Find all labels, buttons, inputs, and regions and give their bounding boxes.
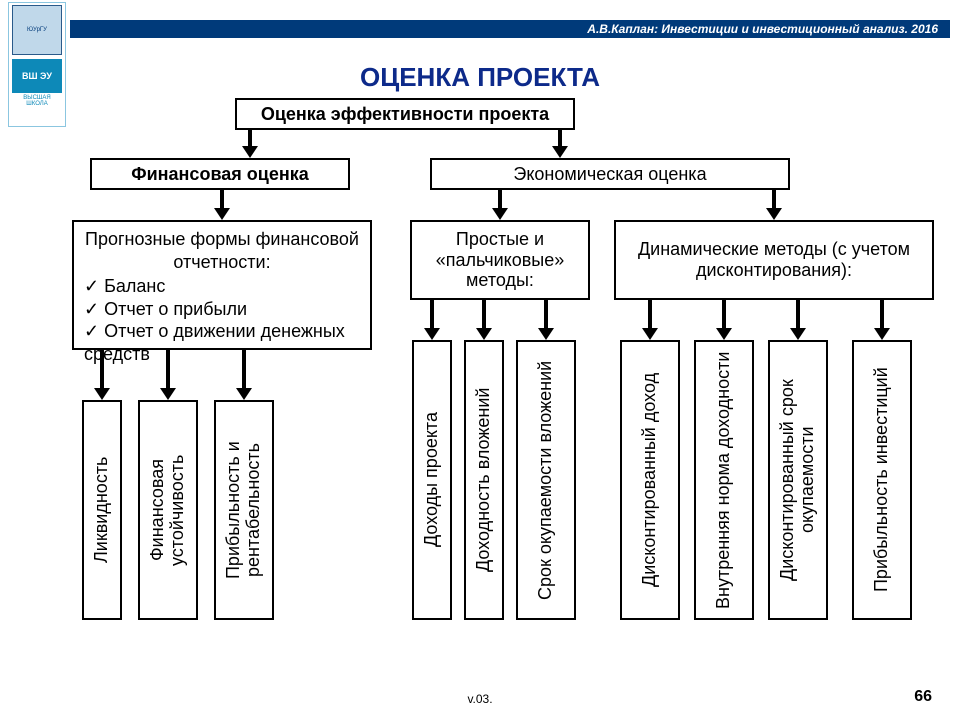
node-root: Оценка эффективности проекта — [235, 98, 575, 130]
node-d3: Дисконтированный срок окупаемости — [768, 340, 828, 620]
node-f3: Прибыльность и рентабельность — [214, 400, 274, 620]
node-forms-list: Баланс Отчет о прибыли Отчет о движении … — [84, 275, 360, 365]
page-title: ОЦЕНКА ПРОЕКТА — [0, 62, 960, 93]
logo-top: ЮУрГУ — [12, 5, 62, 55]
node-dynamic: Динамические методы (с учетом дисконтиро… — [614, 220, 934, 300]
node-f1: Ликвидность — [82, 400, 122, 620]
node-fin: Финансовая оценка — [90, 158, 350, 190]
node-d4: Прибыльность инвестиций — [852, 340, 912, 620]
node-f2: Финансовая устойчивость — [138, 400, 198, 620]
footer-page: 66 — [914, 688, 932, 706]
footer-version: v.03. — [0, 692, 960, 706]
node-d2: Внутренняя норма доходности — [694, 340, 754, 620]
list-item: Отчет о прибыли — [84, 298, 360, 321]
node-d1: Дисконтированный доход — [620, 340, 680, 620]
node-s1: Доходы проекта — [412, 340, 452, 620]
node-s2: Доходность вложений — [464, 340, 504, 620]
node-s3: Срок окупаемости вложений — [516, 340, 576, 620]
header-bar: А.В.Каплан: Инвестиции и инвестиционный … — [70, 20, 950, 38]
list-item: Баланс — [84, 275, 360, 298]
header-text: А.В.Каплан: Инвестиции и инвестиционный … — [587, 22, 938, 36]
logo-bot: ВЫСШАЯ ШКОЛА — [12, 95, 62, 107]
node-forms-header: Прогнозные формы финансовой отчетности: — [84, 228, 360, 273]
node-simple: Простые и «пальчиковые» методы: — [410, 220, 590, 300]
list-item: Отчет о движении денежных средств — [84, 320, 360, 365]
node-forms: Прогнозные формы финансовой отчетности: … — [72, 220, 372, 350]
node-eco: Экономическая оценка — [430, 158, 790, 190]
